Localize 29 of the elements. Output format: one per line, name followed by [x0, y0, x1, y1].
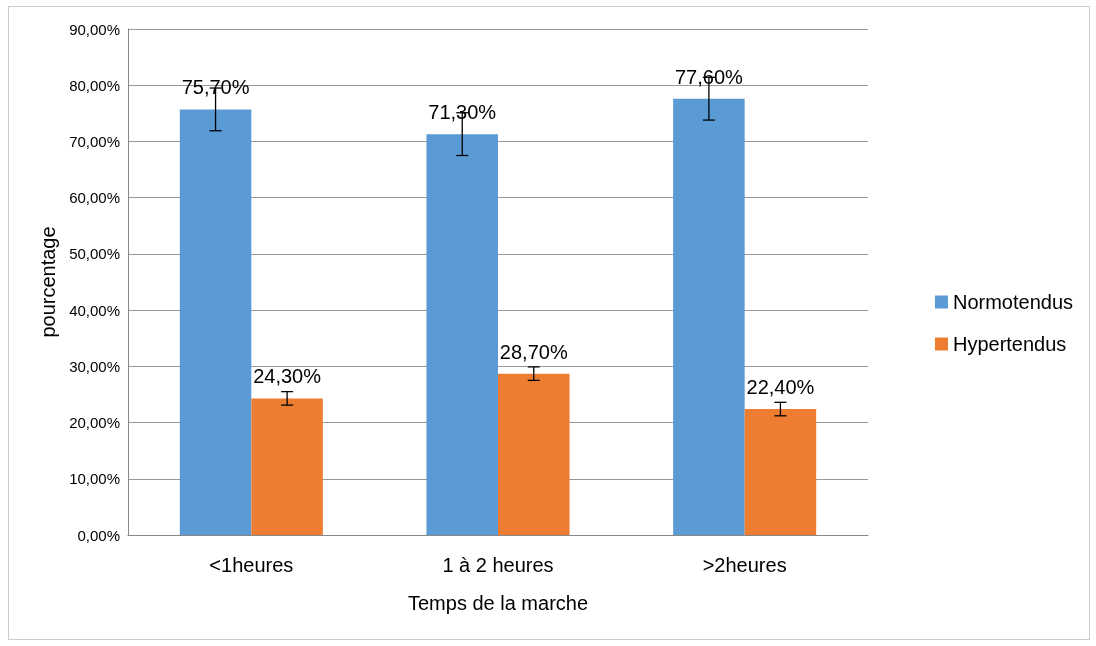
data-label: 28,70% — [499, 340, 568, 363]
y-tick-label: 20,00% — [69, 414, 120, 432]
bar — [426, 134, 498, 535]
y-tick-label: 0,00% — [77, 526, 120, 544]
y-tick-label: 30,00% — [69, 357, 120, 375]
data-label: 24,30% — [253, 365, 322, 388]
bar — [744, 409, 817, 535]
bar — [498, 373, 570, 535]
y-axis-title: pourcentage — [37, 226, 60, 338]
y-tick-label: 90,00% — [69, 20, 120, 38]
bar — [179, 109, 252, 535]
x-tick-label: <1heures — [209, 554, 294, 576]
bar — [673, 98, 745, 535]
legend-label: Hypertendus — [952, 333, 1067, 355]
legend-label: Normotendus — [952, 291, 1073, 313]
y-tick-label: 10,00% — [69, 470, 120, 488]
bar — [251, 398, 323, 535]
y-tick-label: 50,00% — [69, 245, 120, 263]
x-tick-label: >2heures — [702, 554, 787, 576]
y-tick-label: 80,00% — [69, 76, 120, 94]
y-tick-label: 40,00% — [69, 301, 120, 319]
x-tick-label: 1 à 2 heures — [442, 554, 554, 576]
data-label: 71,30% — [428, 101, 497, 124]
x-axis-title: Temps de la marche — [407, 592, 589, 614]
y-tick-label: 60,00% — [69, 189, 120, 207]
data-label: 22,40% — [746, 376, 815, 399]
data-label: 75,70% — [181, 76, 250, 99]
data-label: 77,60% — [674, 65, 744, 88]
y-tick-label: 70,00% — [69, 132, 120, 150]
